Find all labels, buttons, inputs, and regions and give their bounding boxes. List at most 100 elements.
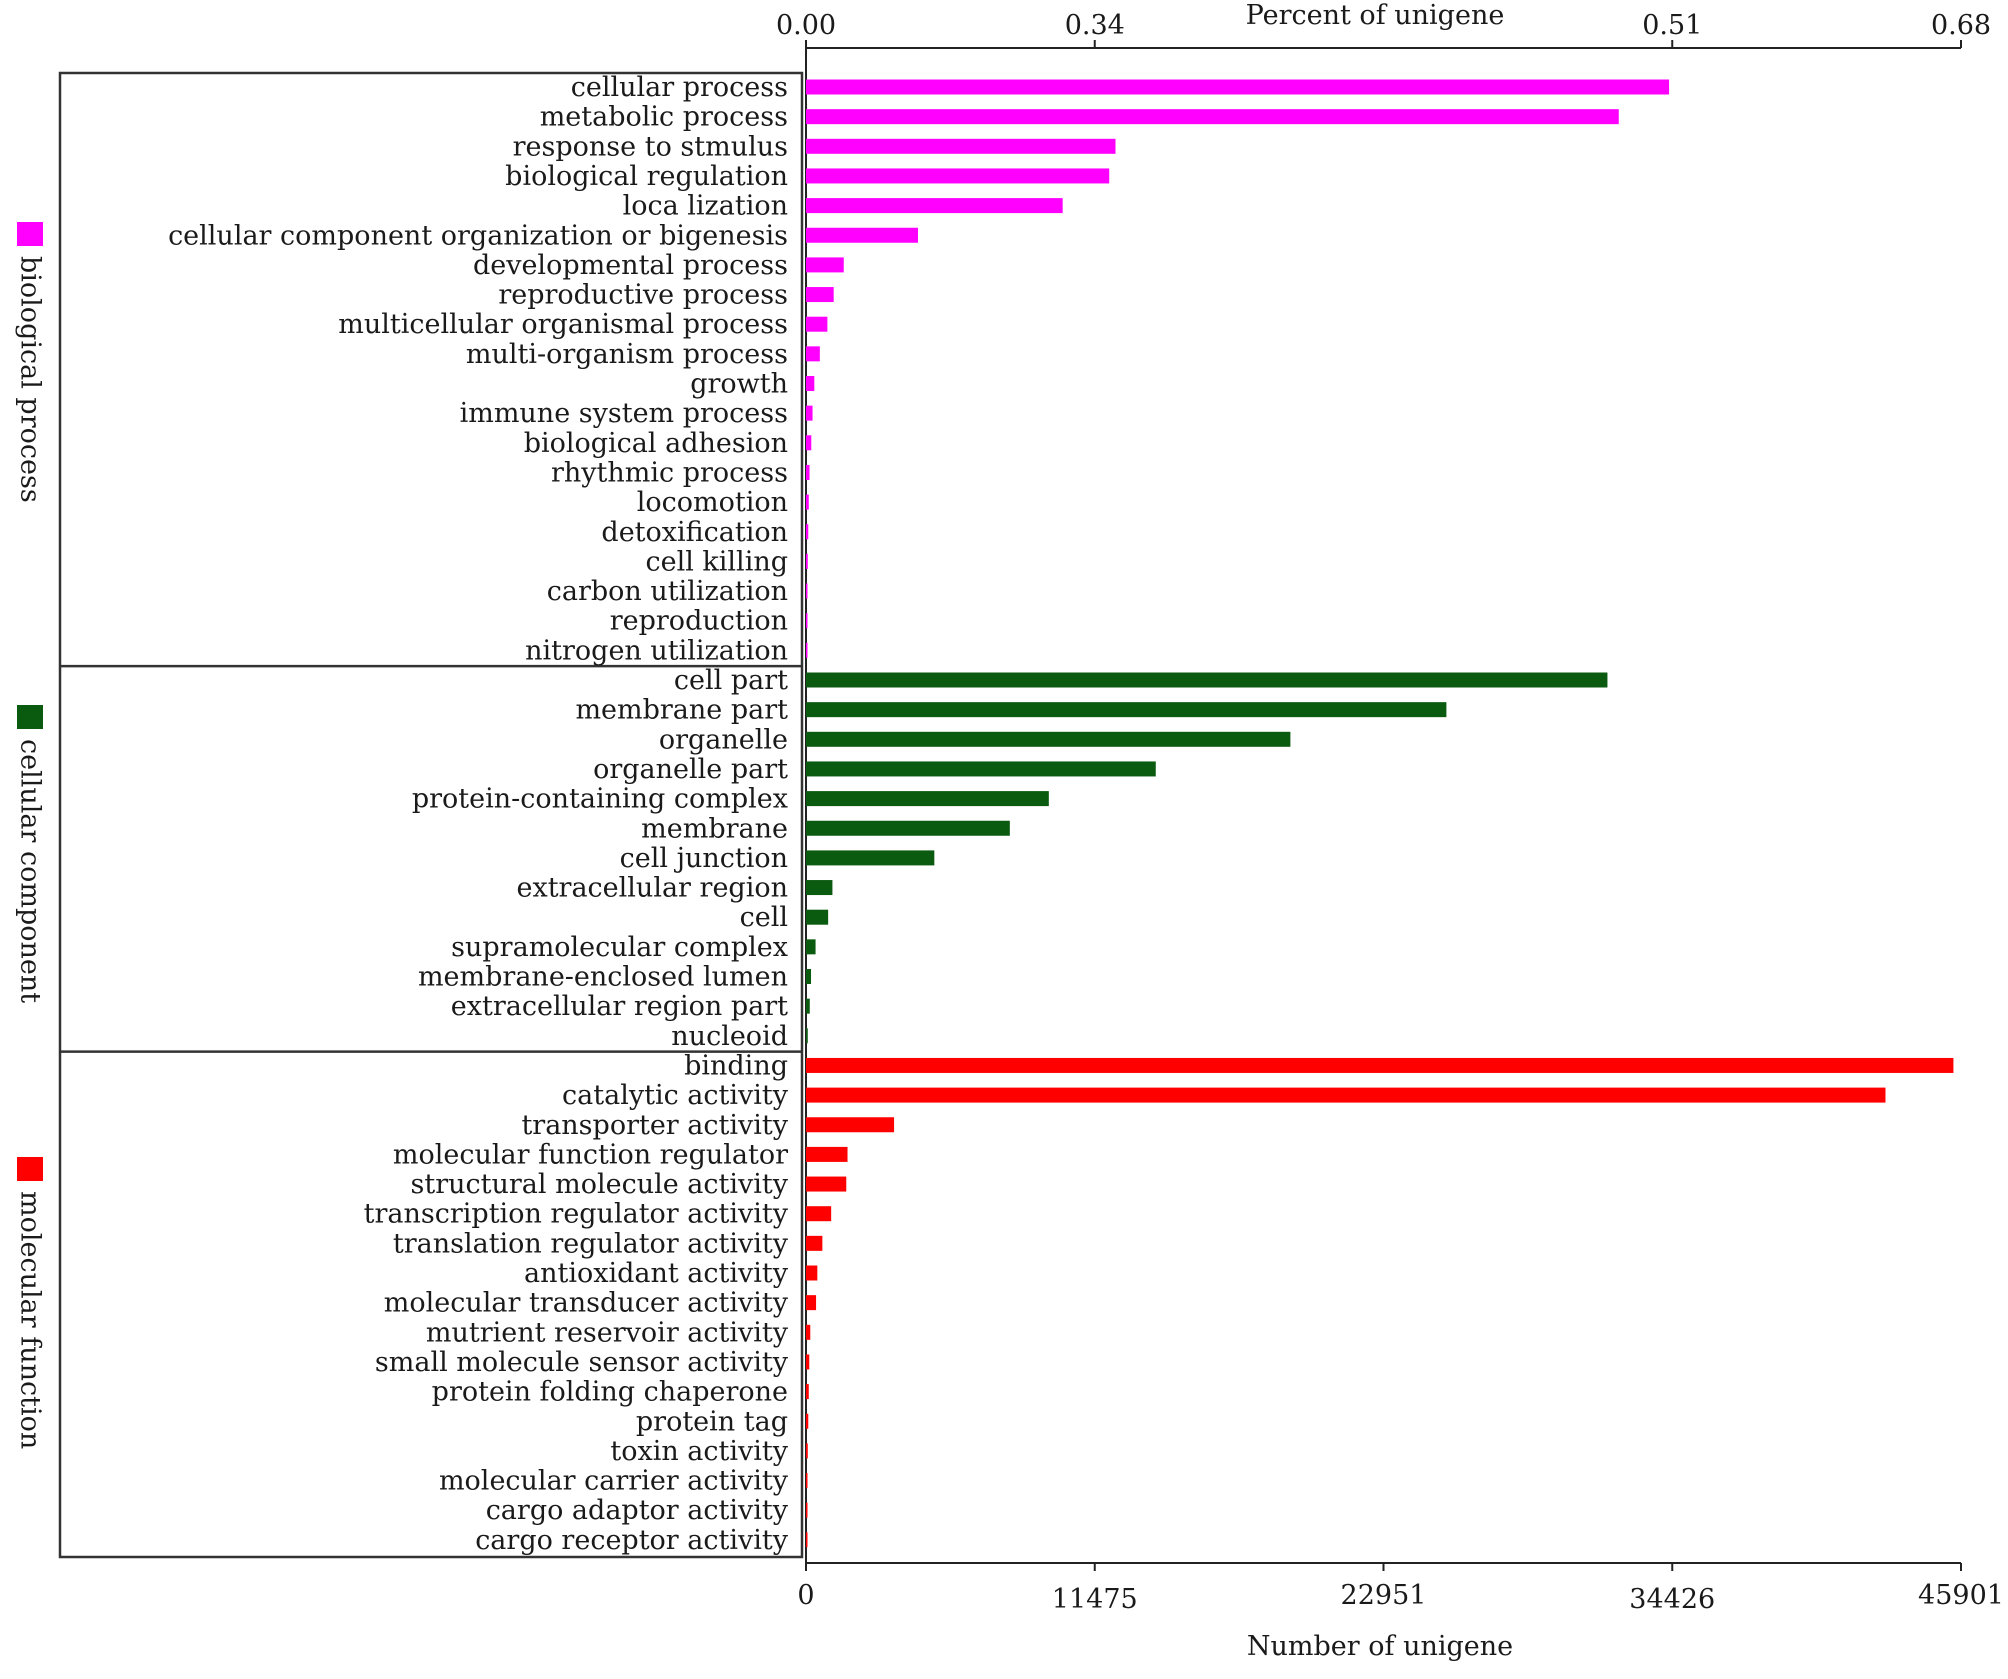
- bar-cellular-component: [806, 909, 829, 925]
- bar-biological-process: [806, 494, 809, 510]
- group-frame-outer: [58, 71, 804, 1559]
- bar-biological-process: [806, 287, 834, 303]
- bar-cellular-component: [806, 880, 833, 896]
- bar-cellular-component: [806, 1028, 808, 1044]
- bars: [806, 79, 1954, 1548]
- category-label: membrane-enclosed lumen: [418, 962, 788, 993]
- category-label: metabolic process: [540, 102, 788, 133]
- bar-biological-process: [806, 138, 1116, 154]
- category-label: cargo adaptor activity: [486, 1495, 789, 1526]
- category-label: organelle part: [593, 754, 788, 785]
- bar-biological-process: [806, 227, 918, 243]
- bar-biological-process: [806, 613, 808, 629]
- category-label: molecular transducer activity: [384, 1288, 789, 1319]
- bar-cellular-component: [806, 761, 1156, 777]
- category-label: cargo receptor activity: [475, 1525, 789, 1556]
- category-label: cell killing: [645, 546, 788, 577]
- bar-molecular-function: [806, 1384, 809, 1400]
- group-legend-swatch: [17, 705, 43, 729]
- bottom-tick-label: 34426: [1629, 1584, 1715, 1615]
- category-label: organelle: [659, 724, 788, 755]
- bar-biological-process: [806, 376, 815, 391]
- bar-molecular-function: [806, 1176, 847, 1192]
- category-label: carbon utilization: [547, 576, 788, 607]
- top-tick-label: 0.00: [776, 10, 836, 41]
- bar-cellular-component: [806, 998, 810, 1014]
- bar-molecular-function: [806, 1265, 818, 1281]
- bar-biological-process: [806, 642, 808, 658]
- category-label: protein tag: [636, 1406, 788, 1437]
- bar-cellular-component: [806, 820, 1010, 836]
- bar-molecular-function: [806, 1206, 832, 1222]
- category-label: molecular carrier activity: [439, 1466, 789, 1497]
- category-label: molecular function regulator: [393, 1139, 788, 1170]
- bar-biological-process: [806, 405, 813, 421]
- category-label: transporter activity: [521, 1110, 788, 1141]
- category-label: supramolecular complex: [451, 932, 788, 963]
- bottom-axis-ticks: 0 11475 22951 34426 45901: [797, 1563, 2004, 1615]
- category-label: developmental process: [473, 250, 788, 281]
- group-label: cellular component: [15, 739, 46, 1003]
- category-label: membrane: [641, 813, 788, 844]
- category-label: cellular component organization or bigen…: [168, 220, 788, 251]
- bar-cellular-component: [806, 672, 1608, 688]
- bar-biological-process: [806, 109, 1619, 125]
- group-legend-swatch: [17, 222, 43, 246]
- bar-biological-process: [806, 524, 809, 540]
- top-tick-label: 0.68: [1931, 10, 1991, 41]
- bottom-tick-label: 0: [797, 1580, 814, 1611]
- bar-biological-process: [806, 316, 828, 332]
- bar-molecular-function: [806, 1057, 1954, 1073]
- bar-molecular-function: [806, 1146, 848, 1162]
- category-label: toxin activity: [610, 1436, 788, 1467]
- bar-biological-process: [806, 257, 844, 273]
- bar-biological-process: [806, 79, 1670, 95]
- category-label: biological regulation: [505, 161, 788, 192]
- category-label: loca lization: [623, 191, 788, 222]
- category-label: small molecule sensor activity: [375, 1347, 789, 1378]
- bar-molecular-function: [806, 1087, 1886, 1103]
- bar-molecular-function: [806, 1235, 823, 1251]
- category-label: protein folding chaperone: [432, 1377, 788, 1408]
- bottom-axis-title: Number of unigene: [1247, 1631, 1513, 1662]
- bar-molecular-function: [806, 1295, 817, 1311]
- bar-biological-process: [806, 435, 812, 451]
- category-label: cell: [740, 902, 788, 933]
- top-axis-title: Percent of unigene: [1246, 0, 1505, 31]
- category-label: biological adhesion: [524, 428, 788, 459]
- category-label: transcription regulator activity: [364, 1199, 789, 1230]
- bar-molecular-function: [806, 1413, 809, 1429]
- category-label: extracellular region part: [451, 991, 788, 1022]
- category-label: cell part: [674, 665, 788, 696]
- category-label: response to stmulus: [513, 131, 788, 162]
- category-label: immune system process: [460, 398, 788, 429]
- category-label: extracellular region: [517, 873, 789, 904]
- group-legend-swatch: [17, 1157, 43, 1181]
- category-label: multicellular organismal process: [338, 309, 788, 340]
- category-label: catalytic activity: [562, 1080, 789, 1111]
- category-label: antioxidant activity: [524, 1258, 789, 1289]
- category-label: locomotion: [637, 487, 788, 518]
- category-label: translation regulator activity: [393, 1228, 789, 1259]
- bar-biological-process: [806, 346, 820, 362]
- category-label: structural molecule activity: [411, 1169, 789, 1200]
- category-label: multi-organism process: [466, 339, 788, 370]
- bar-cellular-component: [806, 969, 812, 984]
- category-label: reproductive process: [498, 280, 788, 311]
- bar-molecular-function: [806, 1473, 808, 1489]
- group-labels: biological process cellular component mole…: [15, 222, 46, 1449]
- category-label: cellular process: [571, 72, 788, 103]
- bottom-tick-label: 11475: [1052, 1584, 1138, 1615]
- group-label: molecular function: [15, 1191, 46, 1449]
- bar-molecular-function: [806, 1502, 808, 1518]
- bar-biological-process: [806, 198, 1063, 214]
- bar-molecular-function: [806, 1354, 810, 1370]
- bar-molecular-function: [806, 1532, 808, 1548]
- category-label: rhythmic process: [551, 457, 788, 488]
- bar-cellular-component: [806, 731, 1291, 747]
- group-label: biological process: [15, 256, 46, 503]
- category-label: nitrogen utilization: [525, 635, 788, 666]
- bar-cellular-component: [806, 791, 1049, 807]
